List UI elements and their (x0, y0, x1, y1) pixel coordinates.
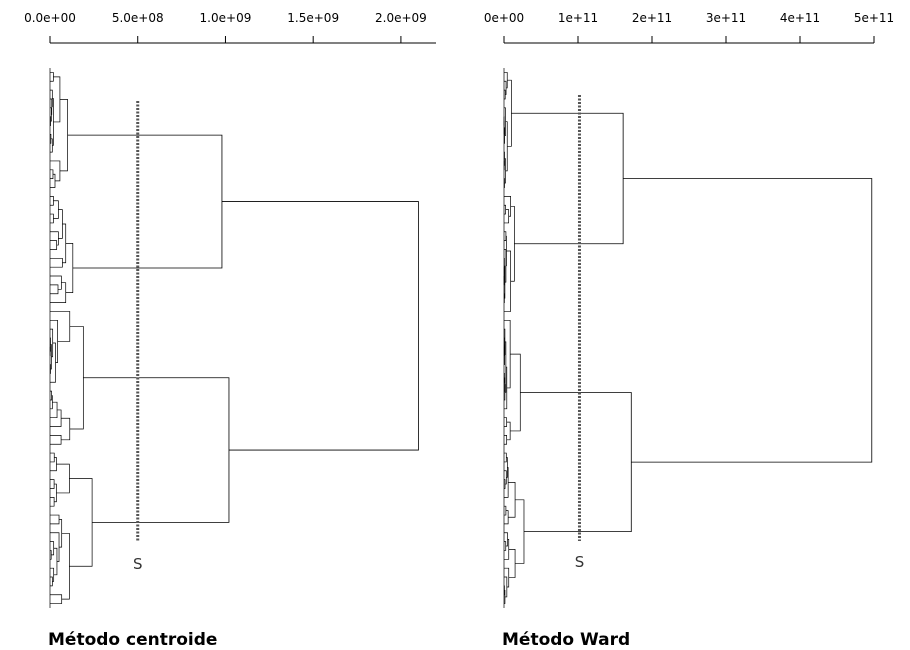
centroid-merge-link (58, 209, 63, 239)
centroid-merge-link (61, 532, 70, 600)
centroid-x-tick-label: 1.5e+09 (287, 11, 339, 25)
centroid-merge-link (50, 282, 67, 303)
ward-merge-link (506, 421, 511, 441)
ward-merge-link (504, 417, 508, 427)
centroid-merge-link (59, 99, 68, 172)
ward-merge-link (505, 121, 508, 172)
centroid-merge-link (50, 576, 53, 587)
ward-root-link (623, 178, 873, 463)
ward-merge-link (504, 89, 506, 100)
ward-dendrogram-panel: 0e+00 1e+11 2e+11 3e+11 4e+11 5e+11 S Método Wa… (484, 11, 894, 650)
centroid-x-tick-label: 2.0e+09 (375, 11, 427, 25)
centroid-merge-link (50, 401, 58, 419)
centroid-merge-link (61, 417, 71, 441)
ward-merge-link (504, 435, 508, 445)
centroid-x-tick-label: 0.0e+00 (24, 11, 76, 25)
ward-merge-link (504, 249, 507, 283)
centroid-dendrogram-panel: 0.0e+00 5.0e+08 1.0e+09 1.5e+09 2.0e+09 S Méto… (24, 11, 436, 650)
centroid-merge-link (50, 169, 54, 180)
ward-merge-link (504, 196, 511, 217)
centroid-merge-link (50, 257, 63, 268)
ward-merge-link (504, 72, 508, 89)
ward-merge-link (504, 539, 510, 560)
centroid-merge-link (50, 496, 55, 507)
centroid-merge-link (50, 452, 55, 463)
centroid-merge-link (65, 243, 74, 293)
centroid-panel-title: Método centroide (48, 630, 217, 650)
ward-merge-link (504, 510, 509, 525)
centroid-merge-link (50, 311, 71, 342)
centroid-merge-link (53, 547, 58, 576)
centroid-merge-link (62, 223, 67, 264)
centroid-merge-link (50, 138, 53, 153)
ward-x-tick-label: 3e+11 (706, 11, 746, 25)
centroid-merge-link (50, 275, 62, 290)
centroid-merge-link (50, 435, 62, 445)
centroid-x-tick-label: 1.0e+09 (200, 11, 252, 25)
centroid-merge-link (50, 328, 54, 358)
centroid-merge-link (50, 479, 55, 489)
ward-merge-link (504, 209, 510, 224)
centroid-merge-link (54, 483, 57, 503)
ward-merge-link (515, 499, 525, 564)
centroid-merge-link (50, 240, 58, 250)
centroid-merge-link (59, 519, 63, 548)
ward-merge-link (504, 127, 505, 144)
centroid-x-tick-label: 5.0e+08 (112, 11, 164, 25)
ward-cluster-link (520, 392, 632, 533)
ward-x-tick-label: 0e+00 (484, 11, 524, 25)
centroid-cluster-link (83, 377, 230, 523)
ward-merge-link (508, 482, 516, 518)
centroid-merge-link (50, 344, 52, 370)
ward-cluster-link (511, 112, 624, 245)
ward-merge-link (510, 205, 515, 282)
centroid-merge-link (50, 213, 54, 224)
centroid-merge-link (50, 395, 53, 410)
centroid-cluster-link (67, 134, 223, 269)
ward-merge-link (504, 532, 508, 547)
ward-merge-link (504, 567, 510, 588)
centroid-merge-link (50, 89, 53, 108)
centroid-merge-link (53, 200, 59, 219)
centroid-merge-link (50, 231, 59, 246)
centroid-merge-link (50, 196, 54, 206)
ward-x-tick-label: 2e+11 (632, 11, 672, 25)
centroid-merge-link (50, 409, 62, 427)
centroid-cut-label: S (133, 555, 143, 573)
ward-merge-link (504, 384, 506, 401)
centroid-merge-link (50, 173, 56, 188)
ward-panel-title: Método Ward (502, 630, 630, 650)
centroid-merge-link (69, 326, 84, 430)
ward-cut-label: S (575, 553, 585, 571)
centroid-merge-link (50, 72, 54, 82)
ward-merge-link (504, 231, 507, 241)
ward-x-tick-label: 1e+11 (558, 11, 598, 25)
ward-merge-link (504, 576, 508, 598)
ward-merge-link (508, 549, 516, 578)
centroid-merge-link (50, 567, 55, 582)
ward-merge-link (507, 79, 512, 147)
centroid-merge-link (50, 319, 58, 363)
centroid-root-link (221, 201, 419, 451)
centroid-merge-link (50, 594, 63, 604)
ward-merge-link (510, 353, 521, 432)
ward-merge-link (504, 467, 509, 498)
centroid-merge-link (69, 478, 93, 567)
centroid-merge-link (53, 76, 61, 123)
centroid-merge-link (50, 98, 53, 115)
ward-merge-link (504, 319, 511, 389)
centroid-merge-link (50, 457, 57, 472)
ward-merge-link (504, 328, 506, 355)
ward-merge-link (505, 235, 507, 267)
centroid-merge-link (50, 284, 59, 295)
centroid-merge-link (50, 390, 52, 401)
ward-merge-link (504, 589, 506, 604)
centroid-merge-link (50, 514, 60, 525)
centroid-merge-link (50, 160, 61, 182)
ward-x-tick-label: 5e+11 (854, 11, 894, 25)
centroid-merge-link (56, 463, 70, 494)
ward-x-tick-label: 4e+11 (780, 11, 820, 25)
centroid-merge-link (50, 541, 55, 556)
